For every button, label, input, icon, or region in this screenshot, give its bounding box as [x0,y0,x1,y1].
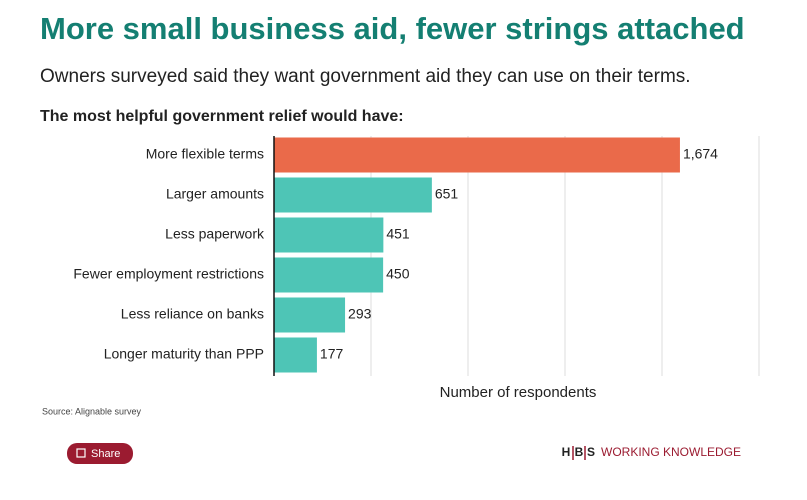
value-label: 451 [386,226,410,242]
y-tick-label: Longer maturity than PPP [104,346,264,362]
share-button-bg[interactable] [67,443,133,464]
y-tick-label: More flexible terms [146,146,264,162]
value-label: 177 [320,346,344,362]
logo-text: WORKING KNOWLEDGE [601,445,741,459]
bar [274,297,346,333]
bar [274,217,384,253]
value-label: 450 [386,266,410,282]
logo-letter: B [575,445,584,459]
value-label: 293 [348,306,372,322]
bar [274,257,384,293]
bar [274,177,432,213]
y-tick-label: Less paperwork [165,226,265,242]
bar [274,337,317,373]
value-label: 1,674 [683,146,718,162]
chart-title: More small business aid, fewer strings a… [40,11,745,46]
subtitle: Owners surveyed said they want governmen… [40,66,691,87]
y-tick-label: Fewer employment restrictions [73,266,264,282]
logo: H B S WORKING KNOWLEDGE [562,445,741,460]
share-icon[interactable] [76,448,86,458]
x-axis-label: Number of respondents [440,384,597,401]
value-label: 651 [435,186,459,202]
heading: The most helpful government relief would… [40,108,404,125]
y-tick-label: Larger amounts [166,186,264,202]
share-button[interactable]: Share [67,443,133,464]
logo-letter: H [562,445,571,459]
share-label[interactable]: Share [91,448,120,460]
bar [274,137,680,173]
source: Source: Alignable survey [42,406,142,416]
logo-letter: S [587,445,595,459]
y-tick-label: Less reliance on banks [121,306,264,322]
